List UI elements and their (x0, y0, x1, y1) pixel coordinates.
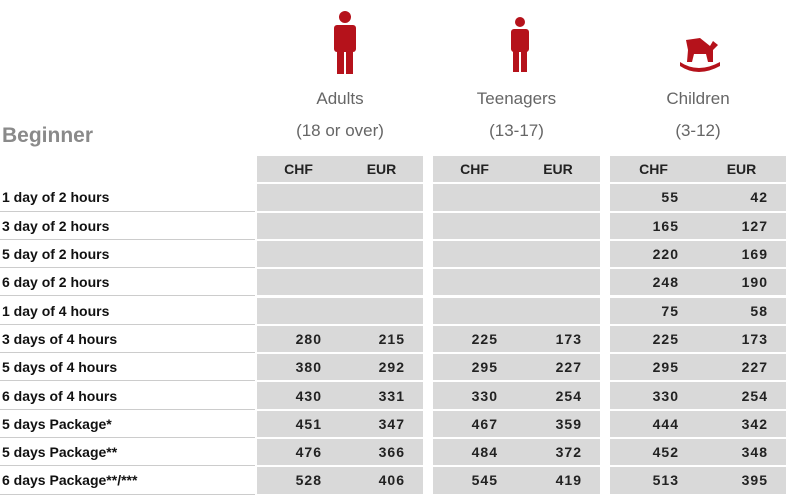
price-cell: 331 (340, 382, 423, 409)
price-cell: 545 (433, 467, 516, 494)
price-cell: 225 (610, 325, 697, 353)
row-label: 5 days Package** (0, 439, 255, 467)
row-label: 3 day of 2 hours (0, 213, 255, 240)
currency-header: CHF (610, 156, 697, 183)
group-name: Children (666, 89, 730, 108)
price-cell: 190 (697, 269, 786, 296)
row-label: 5 day of 2 hours (0, 241, 255, 269)
group-name: Adults (316, 89, 364, 108)
row-label: 1 day of 2 hours (0, 184, 255, 212)
price-cell: 452 (610, 439, 697, 466)
price-cell: 484 (433, 439, 516, 466)
price-cell (257, 184, 340, 211)
price-cell: 406 (340, 467, 423, 494)
row-label: 5 days Package* (0, 411, 255, 438)
group-name: Teenagers (476, 89, 557, 108)
price-cell: 227 (516, 354, 600, 381)
currency-header: EUR (340, 156, 423, 183)
price-cell (433, 212, 516, 239)
price-cell: 359 (516, 410, 600, 437)
price-cell (257, 212, 340, 239)
price-cell: 220 (610, 240, 697, 268)
price-cell (340, 184, 423, 211)
price-cell: 476 (257, 439, 340, 466)
price-cell (257, 240, 340, 268)
price-cell: 58 (697, 297, 786, 324)
row-label: 3 days of 4 hours (0, 326, 255, 354)
row-label: 6 days of 4 hours (0, 382, 255, 410)
price-cell: 225 (433, 325, 516, 353)
price-cell: 330 (610, 382, 697, 409)
row-label: 5 days of 4 hours (0, 354, 255, 382)
price-cell: 254 (516, 382, 600, 409)
price-cell (516, 212, 600, 239)
currency-header: EUR (516, 156, 600, 183)
currency-header: CHF (433, 156, 516, 183)
price-cell (516, 269, 600, 296)
row-label: 6 day of 2 hours (0, 269, 255, 297)
price-cell (433, 240, 516, 268)
price-cell: 169 (697, 240, 786, 268)
price-cell (516, 240, 600, 268)
adult-icon (334, 11, 356, 74)
price-cell: 395 (697, 467, 786, 494)
price-cell: 467 (433, 410, 516, 437)
group-range: (13-17) (489, 121, 544, 140)
price-cell: 444 (610, 410, 697, 437)
price-cell: 330 (433, 382, 516, 409)
row-label: 1 day of 4 hours (0, 298, 255, 325)
price-cell (433, 297, 516, 324)
price-cell: 55 (610, 184, 697, 211)
price-cell: 165 (610, 212, 697, 239)
price-cell: 292 (340, 354, 423, 381)
currency-header: CHF (257, 156, 340, 183)
price-cell: 380 (257, 354, 340, 381)
price-cell: 347 (340, 410, 423, 437)
price-cell: 215 (340, 325, 423, 353)
price-cell (257, 269, 340, 296)
price-cell: 127 (697, 212, 786, 239)
price-cell (433, 269, 516, 296)
price-cell (340, 269, 423, 296)
price-cell: 295 (433, 354, 516, 381)
price-cell: 280 (257, 325, 340, 353)
price-cell: 295 (610, 354, 697, 381)
price-cell: 528 (257, 467, 340, 494)
row-label: 6 days Package**/*** (0, 467, 255, 495)
price-cell: 173 (516, 325, 600, 353)
price-cell: 348 (697, 439, 786, 466)
price-cell: 430 (257, 382, 340, 409)
currency-header: EUR (697, 156, 786, 183)
price-cell: 75 (610, 297, 697, 324)
price-cell: 173 (697, 325, 786, 353)
price-cell: 342 (697, 410, 786, 437)
price-cell (257, 297, 340, 324)
price-cell: 451 (257, 410, 340, 437)
teen-icon (511, 17, 529, 72)
price-cell: 372 (516, 439, 600, 466)
group-range: (3-12) (675, 121, 721, 140)
price-cell: 42 (697, 184, 786, 211)
price-cell (516, 184, 600, 211)
price-cell (340, 297, 423, 324)
price-cell: 254 (697, 382, 786, 409)
price-cell (433, 184, 516, 211)
group-range: (18 or over) (296, 121, 384, 140)
icons (334, 11, 720, 74)
price-cell (516, 297, 600, 324)
price-cell (340, 212, 423, 239)
price-cell: 227 (697, 354, 786, 381)
section-title: Beginner (2, 124, 94, 147)
price-cell: 513 (610, 467, 697, 494)
price-cell: 248 (610, 269, 697, 296)
price-cell: 419 (516, 467, 600, 494)
price-cell (340, 240, 423, 268)
price-cell: 366 (340, 439, 423, 466)
child-icon (680, 38, 720, 72)
